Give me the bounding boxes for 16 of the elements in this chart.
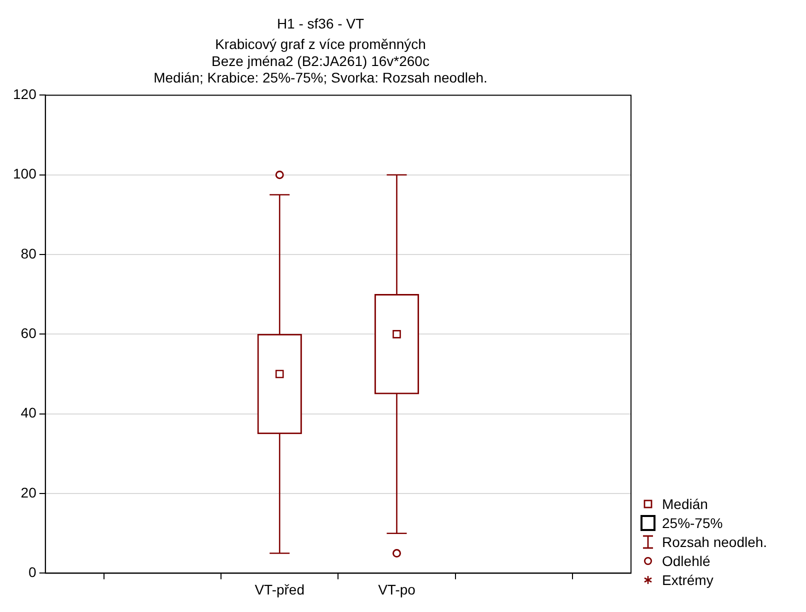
y-tick-label: 0 — [28, 564, 37, 580]
chart-subtitle: Krabicový graf z více proměnných Beze jména2 (B2:JA261) 16v*260c Medián; Krabice: 25%-75%; Svorka: Rozsah neodleh. — [154, 36, 488, 86]
text: Medián — [662, 496, 708, 512]
y-tick-label: 20 — [20, 484, 37, 500]
text: 25%-75% — [662, 514, 723, 530]
x-tick-label: VT-před — [254, 581, 305, 598]
chart-title: H1 - sf36 - VT — [276, 15, 365, 32]
y-tick-label: 80 — [20, 245, 37, 262]
text: Odlehlé — [662, 552, 710, 568]
x-tick-label: VT-po — [378, 581, 416, 598]
text: Rozsah neodleh. — [662, 534, 768, 550]
y-tick-label: 60 — [20, 325, 37, 342]
text: Extrémy — [662, 572, 714, 588]
y-tick-label: 120 — [13, 86, 37, 102]
y-tick-label: 100 — [13, 166, 37, 182]
y-tick-label: 40 — [20, 404, 37, 421]
